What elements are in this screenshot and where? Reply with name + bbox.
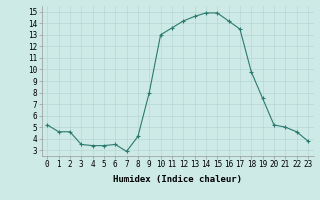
X-axis label: Humidex (Indice chaleur): Humidex (Indice chaleur)	[113, 175, 242, 184]
